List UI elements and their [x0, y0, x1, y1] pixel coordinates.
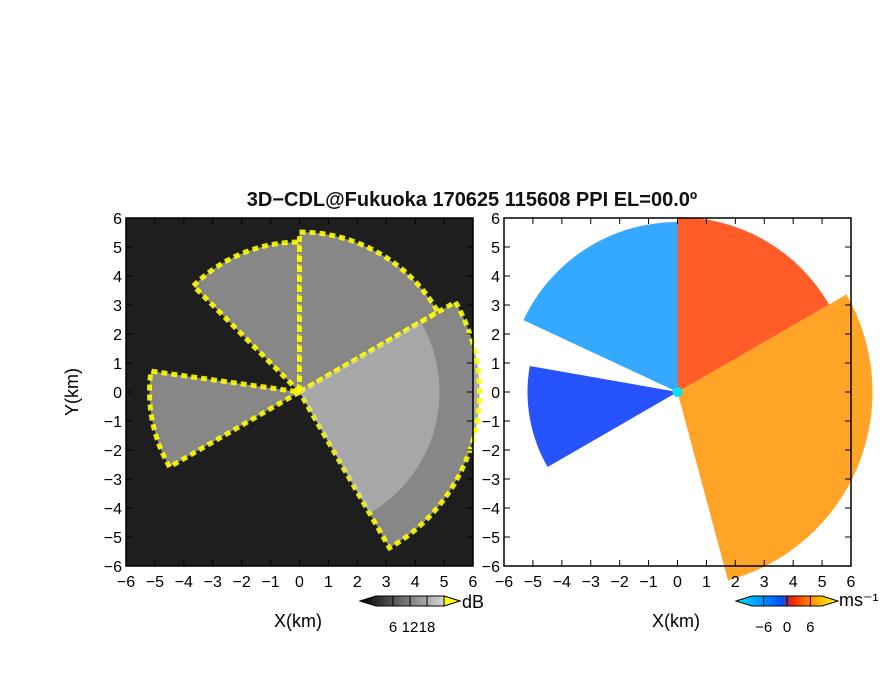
x-tick-label: −3: [204, 574, 222, 591]
y-tick-label: −1: [482, 414, 500, 431]
y-tick-label: 0: [491, 385, 500, 402]
colorbar-tick-label: 6: [806, 619, 814, 636]
x-tick-label: −5: [146, 574, 164, 591]
x-tick-label: 6: [847, 574, 856, 591]
x-tick-label: 0: [673, 574, 682, 591]
snr-echo-edge: [189, 239, 302, 399]
snr-colorbar-ticks: 6 12 18: [389, 596, 436, 636]
y-tick-label: −2: [104, 443, 122, 460]
snr-echo-inner: [299, 322, 440, 514]
y-tick-label: 1: [113, 356, 122, 373]
y-tick-label: 1: [491, 356, 500, 373]
radar-origin: [672, 387, 683, 397]
x-tick-label: 4: [411, 574, 420, 591]
x-tick-label: −4: [553, 574, 571, 591]
x-tick-label: −2: [611, 574, 629, 591]
x-tick-label: 1: [324, 574, 333, 591]
x-tick-label: −1: [261, 574, 279, 591]
y-tick-label: 5: [491, 240, 500, 257]
x-tick-label: −6: [495, 574, 513, 591]
x-tick-label: 2: [353, 574, 362, 591]
snr-echo-edge: [147, 368, 308, 471]
y-tick-label: 2: [491, 327, 500, 344]
y-tick-label: −3: [482, 472, 500, 489]
x-tick-label: −1: [639, 574, 657, 591]
snr-y-axis-label: Y(km): [62, 368, 82, 416]
y-tick-label: 3: [113, 298, 122, 315]
y-tick-label: −5: [482, 530, 500, 547]
velocity-x-axis-ticks: −6 −5 −4 −3 −2 −1 0 1 2 3 4 5 6: [495, 218, 856, 591]
snr-x-axis-ticks: −6 −5 −4 −3 −2 −1 0 1 2 3 4 5 6: [117, 218, 478, 591]
velocity-sector: [523, 222, 678, 392]
y-tick-label: 4: [491, 269, 500, 286]
velocity-panel: −6 −5 −4 −3 −2 −1 0 1 2 3 4 5 6 6543210−1−2−3−4−5−6 …: [482, 211, 879, 636]
y-tick-label: 5: [113, 240, 122, 257]
y-tick-label: 2: [113, 327, 122, 344]
x-tick-label: 5: [440, 574, 449, 591]
snr-echo-sector: [149, 371, 300, 467]
y-tick-label: −5: [104, 530, 122, 547]
y-tick-label: 3: [491, 298, 500, 315]
y-tick-label: 6: [491, 211, 500, 228]
snr-y-axis-ticks: 6 5 4 3 2 1 0 −1 −2 −3 −4 −5 −6: [104, 211, 473, 576]
snr-colorbar-unit: dB: [462, 592, 484, 612]
y-tick-label: −1: [104, 414, 122, 431]
snr-echo-edge: [297, 229, 442, 397]
x-tick-label: 3: [382, 574, 391, 591]
snr-panel: −6 −5 −4 −3 −2 −1 0 1 2 3 4 5 6 6543210−1−2−3−4−5−6 …: [62, 211, 484, 636]
x-tick-label: 3: [760, 574, 769, 591]
x-tick-label: −5: [524, 574, 542, 591]
y-tick-label: −6: [104, 559, 122, 576]
velocity-sector: [677, 217, 830, 392]
x-tick-label: 1: [702, 574, 711, 591]
x-tick-label: 5: [818, 574, 827, 591]
snr-colorbar-arrow-max: [443, 595, 462, 607]
x-tick-label: −2: [233, 574, 251, 591]
colorbar-tick-label: −6: [755, 619, 772, 636]
colorbar-tick-label: 18: [419, 619, 436, 636]
velocity-colorbar-unit: ms⁻¹: [839, 590, 879, 610]
y-tick-label: −4: [104, 501, 122, 518]
snr-colorbar: dB 6 12 18: [358, 592, 484, 636]
x-tick-label: 4: [789, 574, 798, 591]
colorbar-tick-label: 12: [402, 619, 419, 636]
y-tick-label: 0: [113, 385, 122, 402]
snr-echo-sectors: [147, 229, 482, 552]
velocity-sector: [527, 365, 678, 467]
snr-echo-sector: [193, 242, 300, 392]
x-tick-label: 2: [731, 574, 740, 591]
velocity-colorbar: ms⁻¹ −6 0 6: [734, 590, 879, 636]
y-tick-label: −3: [104, 472, 122, 489]
colorbar-tick-label: 0: [783, 619, 791, 636]
velocity-x-axis-label: X(km): [652, 611, 700, 631]
x-tick-label: −4: [175, 574, 193, 591]
y-tick-label: 4: [113, 269, 122, 286]
velocity-echo-sectors: [523, 217, 873, 581]
x-tick-label: −3: [582, 574, 600, 591]
x-tick-label: 0: [295, 574, 304, 591]
y-tick-label: 6: [113, 211, 122, 228]
figure-title: 3D−CDL@Fukuoka 170625 115608 PPI EL=00.0…: [247, 189, 697, 211]
x-tick-label: −6: [117, 574, 135, 591]
velocity-colorbar-ticks: −6 0 6: [755, 596, 815, 636]
velocity-sector: [677, 294, 873, 581]
colorbar-tick-label: 6: [389, 619, 397, 636]
velocity-y-axis-ticks: 6 5 4 3 2 1 0 −1 −2 −3 −4 −5 −6: [482, 211, 851, 576]
y-tick-label: −4: [482, 501, 500, 518]
y-tick-label: −2: [482, 443, 500, 460]
snr-x-axis-label: X(km): [274, 611, 322, 631]
y-tick-label: −6: [482, 559, 500, 576]
x-tick-label: 6: [469, 574, 478, 591]
